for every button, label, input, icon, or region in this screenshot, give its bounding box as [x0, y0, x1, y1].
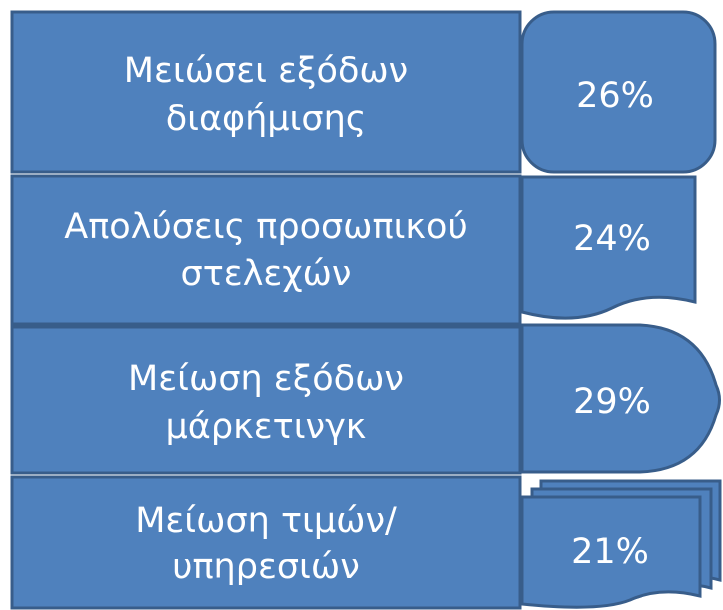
row-label: Μείωση τιμών/: [135, 501, 397, 541]
row-value: 26%: [576, 76, 654, 116]
row-label: Απολύσεις προσωπικού: [64, 207, 467, 247]
row-label: στελεχών: [181, 254, 352, 294]
label-box: [10, 10, 522, 174]
row-label: διαφήμισης: [166, 99, 367, 139]
row-label: υπηρεσιών: [172, 547, 360, 587]
label-box: [10, 475, 522, 610]
row-value: 24%: [573, 219, 651, 259]
value-shape: [520, 175, 697, 320]
row-value: 29%: [573, 382, 651, 422]
label-box: [10, 174, 522, 326]
row-value: 21%: [571, 532, 649, 572]
row-label: Μειώσει εξόδων: [124, 51, 408, 91]
row-label: Μείωση εξόδων: [128, 359, 404, 399]
value-shape: [520, 323, 721, 474]
label-box: [10, 325, 522, 475]
value-shape: [520, 495, 702, 609]
row-label: μάρκετινγκ: [166, 407, 367, 447]
value-shape: [520, 10, 717, 174]
